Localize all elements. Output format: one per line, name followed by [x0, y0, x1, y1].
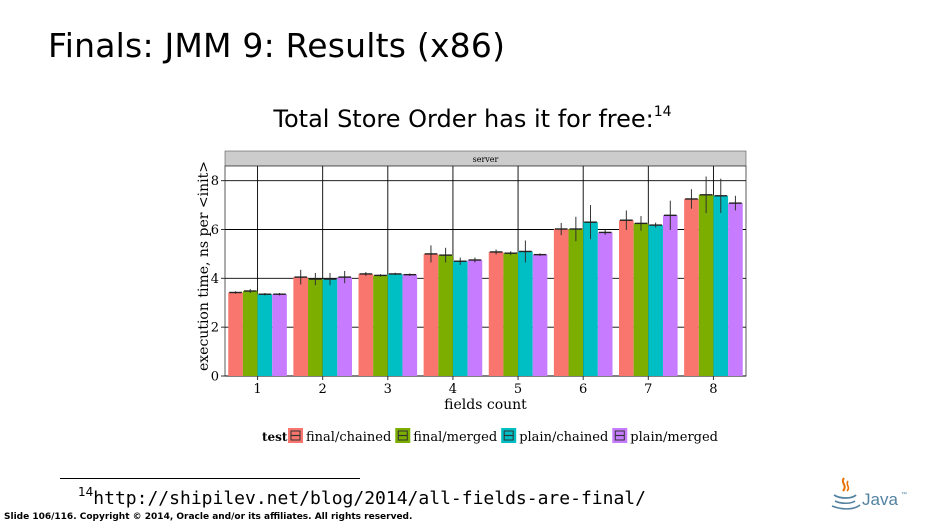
footnote: 14http://shipilev.net/blog/2014/all-fiel… — [78, 485, 646, 509]
bar — [242, 291, 258, 376]
bar — [698, 194, 714, 376]
y-axis-title: execution time, ns per <init> — [196, 161, 212, 371]
y-tick-label: 2 — [211, 321, 219, 336]
bar — [337, 277, 352, 376]
x-tick-label: 5 — [514, 382, 522, 397]
bar — [358, 273, 374, 376]
slide-title: Finals: JMM 9: Results (x86) — [48, 26, 506, 65]
bar — [633, 223, 649, 376]
y-tick-label: 8 — [211, 174, 219, 189]
java-logo: Java ™ — [831, 477, 907, 510]
legend-label: plain/merged — [630, 430, 718, 445]
x-axis: 1 2 3 4 5 6 7 8 — [253, 376, 718, 397]
bar — [583, 222, 598, 376]
x-tick-label: 2 — [319, 382, 327, 397]
error-bars — [229, 176, 742, 296]
legend-key — [288, 428, 303, 443]
footnote-number: 14 — [78, 485, 94, 499]
bar — [228, 292, 243, 376]
y-tick-label: 0 — [211, 370, 219, 385]
bar — [308, 279, 323, 376]
bar-chart: server 0 2 4 6 8 1 2 3 4 5 6 7 8 fields count execu… — [196, 150, 747, 445]
bar — [272, 294, 287, 376]
bar — [662, 215, 678, 376]
bar — [373, 275, 388, 376]
bar — [257, 294, 273, 376]
bar — [488, 251, 504, 376]
bar — [293, 277, 309, 376]
bars — [228, 194, 743, 376]
legend-key — [395, 428, 411, 443]
panel-strip: server — [224, 150, 747, 167]
x-tick-label: 6 — [579, 382, 587, 397]
legend-label: plain/chained — [519, 430, 608, 445]
bar — [452, 261, 468, 376]
bar — [619, 220, 634, 376]
bar — [713, 195, 729, 376]
footnote-link[interactable]: http://shipilev.net/blog/2014/all-fields… — [93, 488, 646, 509]
x-axis-title: fields count — [444, 397, 527, 413]
y-tick-label: 6 — [211, 223, 219, 238]
bar — [423, 253, 439, 376]
x-tick-label: 8 — [709, 382, 717, 397]
bar — [553, 229, 569, 376]
bar — [684, 198, 699, 376]
x-tick-label: 3 — [384, 382, 392, 397]
footnote-reference: 14 — [653, 104, 672, 120]
bar — [728, 203, 743, 376]
legend-title: test — [262, 430, 288, 444]
bar — [503, 253, 519, 376]
bar — [438, 255, 453, 376]
java-logo-trademark: ™ — [901, 491, 907, 498]
legend-label: final/chained — [306, 430, 391, 445]
bar — [467, 260, 483, 376]
bar — [597, 232, 613, 376]
bar — [648, 225, 663, 376]
bar — [518, 251, 533, 376]
chart-heading-text: Total Store Order has it for free: — [273, 105, 654, 133]
bar — [387, 273, 403, 376]
bar — [402, 274, 418, 376]
x-tick-label: 7 — [644, 382, 652, 397]
slide-footer: Slide 106/116. Copyright © 2014, Oracle … — [4, 512, 413, 522]
java-logo-text: Java — [862, 490, 898, 509]
legend: test final/chained final/merged plain/chai… — [262, 428, 718, 445]
legend-label: final/merged — [413, 430, 497, 445]
bar — [532, 254, 548, 376]
x-tick-label: 4 — [449, 382, 457, 397]
chart-heading: Total Store Order has it for free:14 — [0, 104, 945, 133]
y-axis: 0 2 4 6 8 — [211, 174, 225, 385]
java-cup-icon — [831, 477, 861, 510]
panel-strip-label: server — [473, 155, 499, 164]
bar — [568, 229, 584, 376]
bar — [322, 279, 338, 376]
legend-key — [501, 428, 517, 443]
footnote-rule — [60, 478, 360, 479]
y-tick-label: 4 — [211, 272, 219, 287]
x-tick-label: 1 — [253, 382, 261, 397]
legend-key — [612, 428, 628, 443]
